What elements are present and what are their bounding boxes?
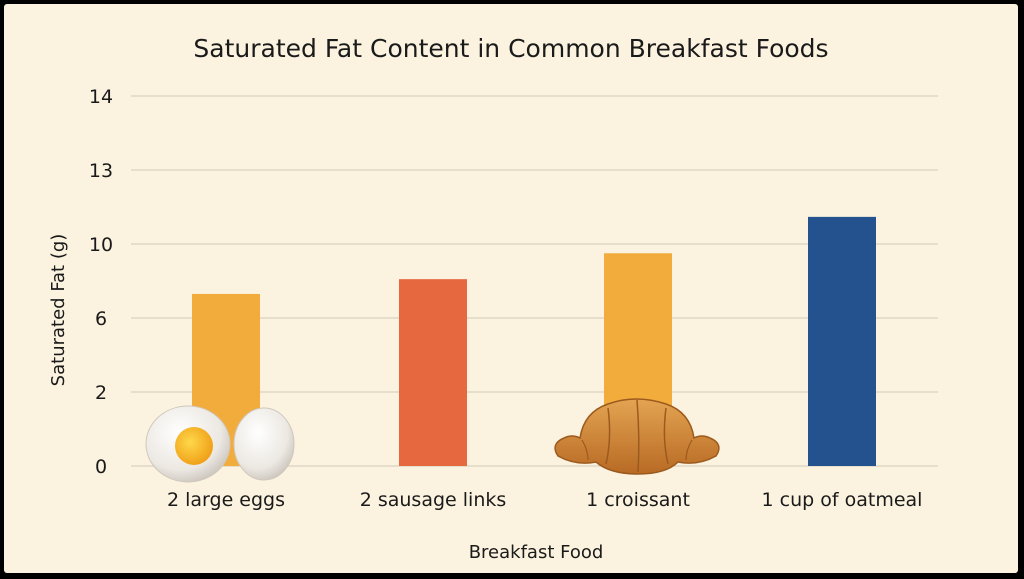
x-category-label: 1 cup of oatmeal bbox=[762, 489, 923, 511]
x-category-label: 1 croissant bbox=[586, 489, 690, 511]
y-tick-label: 14 bbox=[89, 86, 113, 108]
bar-2-sausage-links bbox=[399, 279, 467, 466]
x-category-label: 2 sausage links bbox=[360, 489, 507, 511]
x-axis-label: Breakfast Food bbox=[469, 542, 604, 563]
bars bbox=[192, 216, 876, 466]
y-tick-label: 10 bbox=[89, 234, 113, 256]
y-tick-label: 0 bbox=[95, 456, 107, 478]
bar-1-cup-of-oatmeal bbox=[808, 216, 876, 466]
croissant-icon bbox=[554, 398, 720, 475]
chart-frame: Saturated Fat Content in Common Breakfas… bbox=[4, 4, 1018, 573]
bar-chart: Saturated Fat Content in Common Breakfas… bbox=[48, 34, 938, 563]
y-axis-label: Saturated Fat (g) bbox=[48, 234, 69, 387]
y-axis-ticks: 14 13 10 6 2 0 bbox=[89, 86, 113, 478]
chart-title: Saturated Fat Content in Common Breakfas… bbox=[193, 34, 828, 63]
y-tick-label: 13 bbox=[89, 160, 113, 182]
y-tick-label: 2 bbox=[95, 382, 107, 404]
x-category-label: 2 large eggs bbox=[167, 489, 285, 511]
x-axis-categories: 2 large eggs 2 sausage links 1 croissant… bbox=[167, 489, 922, 511]
egg-icon bbox=[145, 405, 295, 483]
y-tick-label: 6 bbox=[95, 308, 107, 330]
